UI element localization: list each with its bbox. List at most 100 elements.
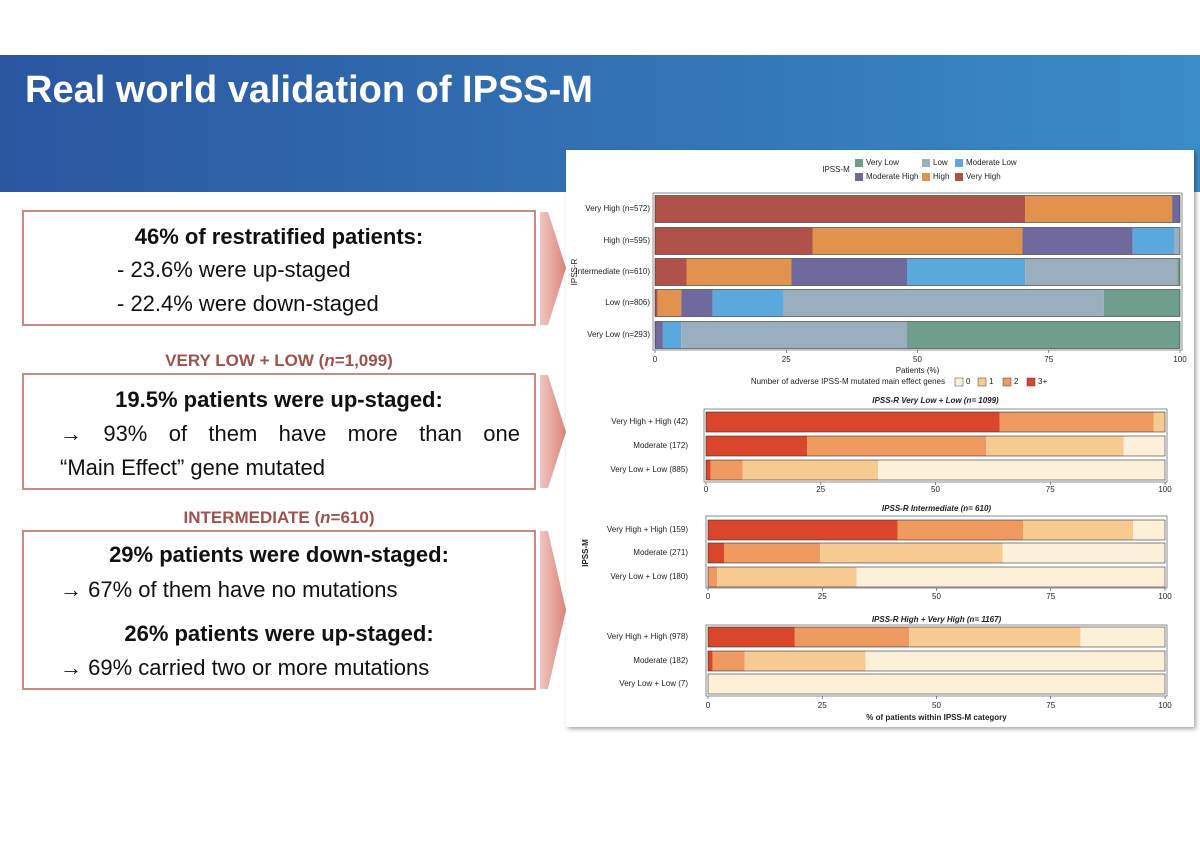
bar-segment <box>1133 520 1165 540</box>
bar-segment <box>742 460 879 480</box>
bar-segment <box>1177 258 1180 286</box>
bar-segment <box>662 321 682 349</box>
arrow <box>540 531 566 689</box>
x-tick-label: 50 <box>932 592 941 601</box>
bar-segment <box>806 436 986 456</box>
y-axis-title: IPSS-R <box>570 258 579 285</box>
y-axis-title: IPSS-M <box>581 539 590 567</box>
bar-segment <box>706 436 807 456</box>
x-axis-title: % of patients within IPSS-M category <box>866 713 1007 722</box>
x-tick-label: 25 <box>782 355 791 364</box>
bar-segment <box>819 543 1003 563</box>
x-tick-label: 100 <box>1158 701 1172 710</box>
box-line: → 93% of them have more than one <box>60 421 520 446</box>
y-tick-label: Moderate (172) <box>633 441 688 450</box>
legend-swatch <box>855 159 863 167</box>
bar-outline <box>654 321 1181 349</box>
y-tick-label: High (n=595) <box>604 236 651 245</box>
bar-segment <box>657 289 682 317</box>
bar-segment <box>1132 227 1175 255</box>
legend-swatch <box>855 173 863 181</box>
legend-label: Moderate Low <box>966 158 1017 167</box>
bar-segment <box>1025 195 1173 223</box>
bar-segment <box>1172 195 1180 223</box>
label-part: VERY LOW + LOW ( <box>165 351 325 370</box>
x-tick-label: 50 <box>932 701 941 710</box>
bar-segment <box>1153 412 1165 432</box>
bar-segment <box>897 520 1024 540</box>
bar-segment <box>655 289 658 317</box>
box-heading: 29% patients were down-staged: <box>109 542 449 567</box>
bar-outline <box>654 227 1181 255</box>
arrow <box>540 375 566 488</box>
slide-title: Real world validation of IPSS-M <box>25 69 593 111</box>
y-tick-label: Very Low + Low (885) <box>610 465 688 474</box>
arrow <box>540 212 566 325</box>
legend-label: 3+ <box>1038 377 1047 386</box>
bar-segment <box>1174 227 1180 255</box>
bar-segment <box>812 227 1023 255</box>
legend-label: 0 <box>966 377 971 386</box>
bar-segment <box>710 460 743 480</box>
bar-segment <box>1022 227 1133 255</box>
y-tick-label: Very Low + Low (7) <box>619 679 688 688</box>
box-line: “Main Effect” gene mutated <box>60 455 325 480</box>
bar-segment <box>985 436 1124 456</box>
legend-swatch <box>922 173 930 181</box>
bar-segment <box>681 289 713 317</box>
bar-segment <box>783 289 1104 317</box>
chart-title: IPSS-R High + Very High (n= 1167) <box>872 615 1002 624</box>
x-tick-label: 50 <box>913 355 922 364</box>
box-line: → 67% of them have no mutations <box>60 577 398 602</box>
legend-label: 2 <box>1014 377 1019 386</box>
legend-swatch <box>977 377 987 387</box>
bar-segment <box>708 520 898 540</box>
bar-outline <box>654 195 1181 223</box>
x-tick-label: 50 <box>931 485 940 494</box>
text-box: 19.5% patients were up-staged: → 93% of … <box>22 373 536 490</box>
section-label: VERY LOW + LOW (n=1,099) <box>22 351 536 371</box>
text-box: 29% patients were down-staged: → 67% of … <box>22 530 536 690</box>
bar-outline <box>707 650 1166 672</box>
legend-swatch <box>922 159 930 167</box>
bar-segment <box>1025 258 1178 286</box>
box-item: - 23.6% were up-staged <box>117 257 351 282</box>
bar-segment <box>794 627 910 647</box>
bar-outline <box>705 459 1166 481</box>
bar-segment <box>655 258 687 286</box>
box-heading: 46% of restratified patients: <box>134 224 424 249</box>
x-tick-label: 75 <box>1046 485 1055 494</box>
legend-label: Moderate High <box>866 172 918 181</box>
bar-segment <box>708 543 724 563</box>
bar-segment <box>1103 289 1180 317</box>
x-tick-label: 0 <box>706 592 711 601</box>
bar-outline <box>707 519 1166 541</box>
bar-outline <box>707 566 1166 588</box>
bar-segment <box>712 651 745 671</box>
y-tick-label: Very High (n=572) <box>585 204 650 213</box>
label-part: =1,099) <box>334 351 393 370</box>
x-tick-label: 25 <box>818 701 827 710</box>
box-heading: 26% patients were up-staged: <box>124 621 434 646</box>
bar-outline <box>654 258 1181 286</box>
y-tick-label: Intermediate (n=610) <box>576 267 651 276</box>
bar-segment <box>706 460 711 480</box>
bar-segment <box>999 412 1154 432</box>
legend-title: Number of adverse IPSS-M mutated main ef… <box>751 377 945 386</box>
y-tick-label: Very Low + Low (180) <box>610 572 688 581</box>
bar-segment <box>907 258 1026 286</box>
legend-swatch <box>955 173 963 181</box>
x-tick-label: 100 <box>1173 355 1187 364</box>
legend-label: Very High <box>966 172 1001 181</box>
bar-outline <box>707 673 1166 695</box>
y-tick-label: Very High + High (978) <box>607 632 688 641</box>
bar-segment <box>655 195 1026 223</box>
x-tick-label: 25 <box>818 592 827 601</box>
legend-title: IPSS-M <box>822 165 850 174</box>
x-tick-label: 0 <box>653 355 658 364</box>
y-tick-label: Moderate (182) <box>633 656 688 665</box>
bar-segment <box>723 543 820 563</box>
bar-segment <box>708 651 713 671</box>
bar-segment <box>907 321 1180 349</box>
